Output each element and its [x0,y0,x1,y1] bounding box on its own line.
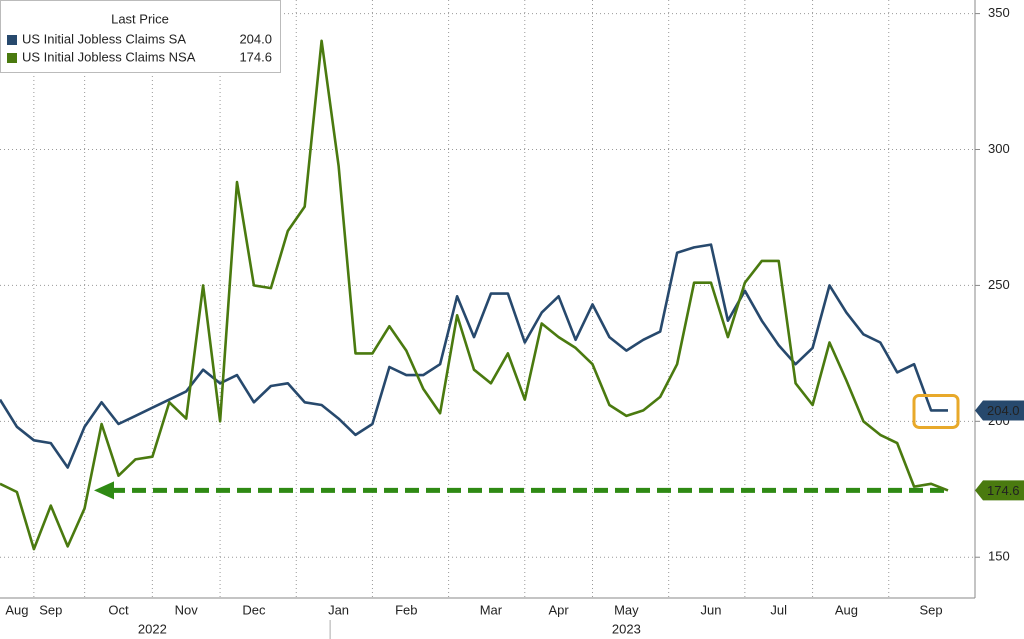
last-value-tag [975,400,1024,421]
last-value-tag [975,480,1024,501]
legend-swatch [7,53,17,63]
legend-value: 204.0 [239,31,272,46]
year-label: 2023 [612,621,641,636]
legend-swatch [7,35,17,45]
x-tick-label: Nov [175,602,199,617]
x-tick-label: Feb [395,602,417,617]
x-tick-label: Jun [701,602,722,617]
annotation-arrowhead [94,481,114,500]
y-tick-label: 150 [988,549,1010,564]
x-tick-label: Aug [835,602,858,617]
x-tick-label: Dec [242,602,266,617]
legend-value: 174.6 [239,49,272,64]
last-value-label: 174.6 [987,483,1020,498]
x-tick-label: May [614,602,639,617]
series-line [0,243,948,469]
x-tick-label: Mar [480,602,503,617]
x-tick-label: Jan [328,602,349,617]
x-tick-label: Aug [5,602,28,617]
x-tick-label: Sep [39,602,62,617]
highlight-box [912,393,960,429]
year-label: 2022 [138,621,167,636]
y-tick-label: 350 [988,5,1010,20]
x-tick-label: Sep [920,602,943,617]
last-value-label: 204.0 [987,403,1020,418]
x-tick-label: Oct [108,602,129,617]
x-tick-label: Apr [549,602,570,617]
legend-label: US Initial Jobless Claims NSA [22,49,196,64]
legend-label: US Initial Jobless Claims SA [22,31,186,46]
x-tick-label: Jul [770,602,787,617]
y-tick-label: 250 [988,277,1010,292]
legend-box [0,0,281,73]
legend-title: Last Price [111,11,169,26]
y-tick-label: 300 [988,141,1010,156]
series-line [0,39,949,551]
